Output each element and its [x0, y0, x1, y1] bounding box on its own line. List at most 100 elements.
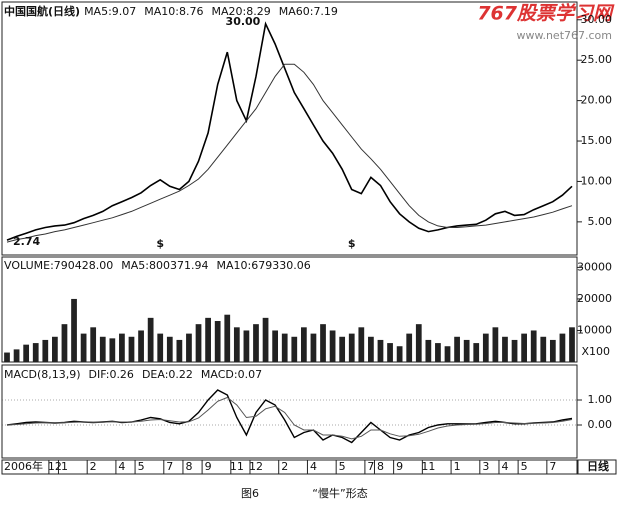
indicator-label: MACD:0.07 [201, 368, 262, 381]
volume-bar [348, 333, 355, 362]
x-tick-label: 9 [396, 460, 403, 473]
y-tick-label: 1.00 [588, 393, 613, 406]
chart-title: 中国国航(日线) [4, 4, 80, 18]
volume-bar [387, 343, 393, 362]
x-tick-label: 3 [482, 460, 489, 473]
x-tick-label: 1 [454, 460, 461, 473]
volume-bar [377, 339, 384, 362]
volume-bar [339, 336, 346, 362]
x-tick-label: 5 [138, 460, 145, 473]
volume-bar [99, 336, 106, 362]
watermark-url: www.net767.com [516, 29, 612, 42]
x-tick-label: 2006年 [4, 459, 43, 473]
x-tick-label: 4 [310, 460, 317, 473]
volume-bar [358, 327, 365, 362]
volume-bar [176, 339, 183, 362]
indicator-label: MACD(8,13,9) [4, 368, 81, 381]
caption-text: “慢牛”形态 [312, 486, 367, 500]
x-tick-label: 2 [90, 460, 97, 473]
x-tick-label: 7 [166, 460, 173, 473]
volume-bar [406, 333, 413, 362]
volume-panel [1, 256, 578, 363]
volume-bar [109, 338, 116, 362]
y-tick-label: 20.00 [581, 94, 613, 107]
volume-bar [521, 333, 527, 362]
volume-bar [320, 324, 326, 362]
x-tick-label: 9 [205, 460, 212, 473]
volume-bar [368, 336, 374, 362]
y-tick-label: 25.00 [581, 53, 613, 66]
volume-bar [205, 317, 211, 362]
volume-bar [396, 346, 403, 362]
period-label: 日线 [587, 459, 609, 473]
volume-bar [444, 346, 451, 362]
indicator-label: MA5:800371.94 [121, 259, 208, 272]
x-tick-label: 5 [339, 460, 346, 473]
volume-bar [42, 339, 49, 362]
annotation: 30.00 [226, 15, 261, 28]
indicator-label: DEA:0.22 [142, 368, 193, 381]
volume-bar [482, 333, 489, 362]
line [6, 21, 573, 241]
x-tick-label: 5 [521, 460, 528, 473]
volume-bar [540, 336, 547, 362]
y-tick-label: 20000 [577, 292, 612, 305]
volume-bar [128, 336, 135, 362]
indicator-label: MA10:679330.06 [216, 259, 310, 272]
volume-bar [310, 333, 317, 362]
volume-bar [195, 324, 202, 362]
y-tick-label: 30000 [577, 260, 612, 273]
indicator-label: MA20:8.29 [212, 5, 271, 18]
volume-bar [492, 327, 499, 362]
volume-bar [119, 333, 125, 362]
x-tick-label: 12 [249, 460, 263, 473]
volume-bar [90, 327, 97, 362]
indicator-label: MA5:9.07 [84, 5, 136, 18]
volume-bar [329, 330, 336, 362]
x-tick-label: 11 [230, 460, 244, 473]
price-panel [1, 1, 578, 256]
volume-bar [569, 327, 575, 362]
marker: $ [348, 237, 356, 250]
volume-bar [502, 336, 508, 362]
x-tick-label: 7 [549, 460, 556, 473]
y-tick-label: 15.00 [581, 134, 613, 147]
volume-bar [272, 330, 279, 362]
indicator-label: VOLUME:790428.00 [4, 259, 113, 272]
x-tick-label: 2 [281, 460, 288, 473]
indicator-label: MA60:7.19 [279, 5, 338, 18]
volume-bar [214, 321, 221, 362]
volume-bar [300, 327, 307, 362]
y-tick-label: 10000 [577, 323, 612, 336]
volume-bar [138, 330, 144, 362]
line [6, 63, 573, 243]
volume-bar [454, 336, 460, 362]
volume-bar [415, 324, 422, 362]
macd-panel [1, 364, 578, 459]
volume-bar [435, 343, 441, 362]
volume-bar [425, 339, 432, 362]
x-tick-label: 7 [367, 460, 374, 473]
y-tick-label: 5.00 [588, 215, 613, 228]
indicator-label: MA10:8.76 [144, 5, 203, 18]
volume-bar [511, 339, 518, 362]
volume-bar [224, 314, 231, 362]
volume-bar [157, 333, 164, 362]
volume-bar [243, 330, 250, 362]
volume-bar [233, 327, 240, 362]
line [6, 389, 573, 444]
volume-unit: X100 [581, 345, 610, 358]
watermark: 767股票学习网 [477, 3, 615, 25]
x-tick-label: 4 [118, 460, 125, 473]
volume-bar [61, 324, 68, 362]
volume-bar [262, 317, 269, 362]
volume-bar [473, 343, 480, 362]
volume-bar [147, 317, 154, 362]
volume-bar [253, 324, 259, 362]
volume-bar [23, 344, 30, 362]
x-tick-label: 8 [377, 460, 384, 473]
volume-bar [186, 333, 192, 362]
indicator-label: DIF:0.26 [89, 368, 134, 381]
x-tick-label: 11 [421, 460, 435, 473]
